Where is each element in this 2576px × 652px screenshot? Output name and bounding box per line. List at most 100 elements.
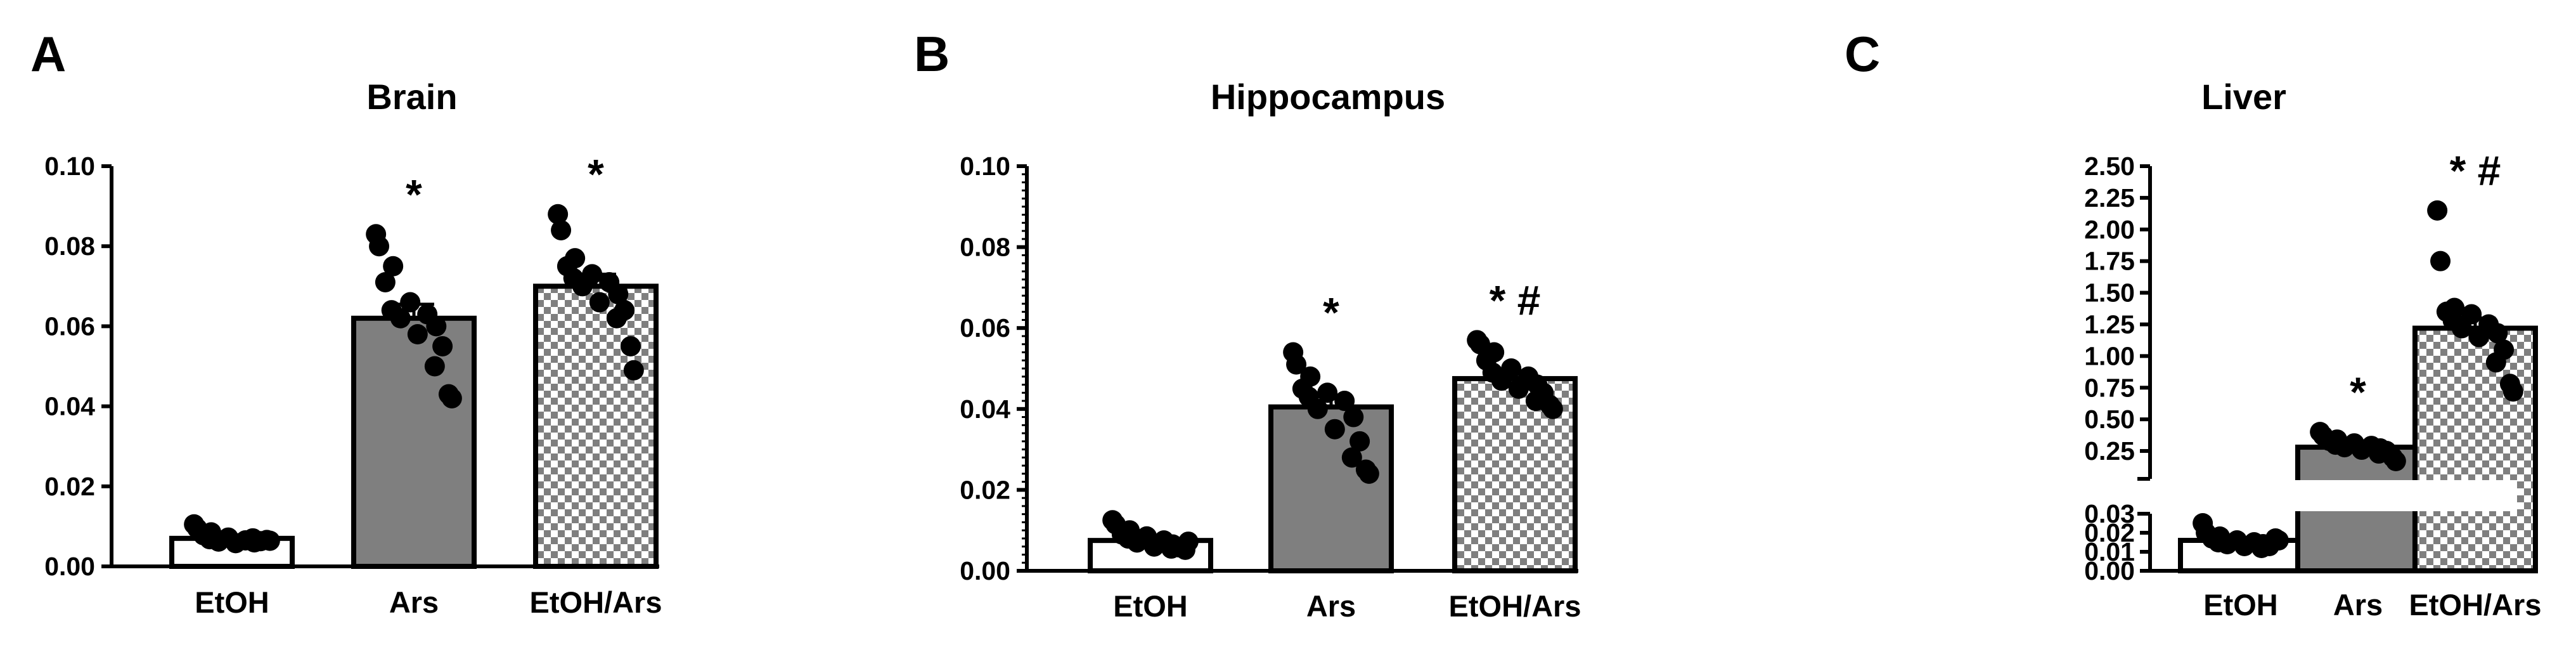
data-point [1341,447,1362,468]
data-point [589,292,610,313]
y-tick-label: 0.10 [44,152,95,181]
data-point [2351,440,2372,460]
x-tick-label: Ars [2333,588,2383,622]
significance-label: * [588,151,604,198]
y-tick-label: 0.02 [960,475,1010,504]
y-tick-label: 2.25 [2084,183,2135,212]
data-point [2487,323,2508,344]
data-point [424,356,445,377]
data-point [390,308,411,329]
significance-label: * [2350,368,2366,415]
data-point [572,276,593,297]
x-tick-label: EtOH [1113,589,1188,623]
y-tick-label: 0.02 [2084,518,2135,547]
data-point [551,219,572,240]
y-tick-label: 2.50 [2084,152,2135,181]
data-point [400,292,421,313]
chart-title-a: Brain [366,77,457,117]
significance-label: * [406,171,422,218]
y-tick-label: 0.06 [44,311,95,341]
x-tick-label: EtOH/Ars [1449,589,1581,623]
data-point [208,531,229,552]
y-tick-label: 0.04 [44,392,95,421]
plot-area-b: 0.00 0.02 0.04 0.06 0.08 0.10 EtOH Ars * EtOH/Ars… [960,152,1581,623]
y-tick-label: 0.10 [960,152,1010,181]
data-point [426,316,447,337]
bar-ars [351,315,477,569]
y-tick-label: 1.25 [2084,310,2135,339]
data-point [432,336,453,356]
y-tick-label: 0.00 [960,556,1010,585]
data-point [1126,532,1147,553]
y-tick-label: 1.00 [2084,341,2135,370]
data-point [441,388,462,408]
y-tick-label: 0.08 [44,231,95,261]
y-tick-label: 1.75 [2084,247,2135,276]
plot-area-a: 0.00 0.02 0.04 0.06 0.08 0.10 EtOH Ars * EtOH/Ars… [44,151,662,619]
data-point [2430,251,2451,271]
y-tick-label: 0.03 [2084,499,2135,528]
data-point [606,308,627,329]
plot-area-c: 0.000.010.020.03 0.250.50 0.75 1.001.251.50… [2084,147,2541,622]
data-point [369,236,390,257]
data-point [1358,463,1379,484]
data-point [1491,370,1512,391]
data-point [2234,536,2255,556]
data-point [383,256,404,277]
data-point [623,360,644,381]
data-point [2334,437,2355,458]
data-point [1334,391,1355,412]
x-tick-label: EtOH [2203,588,2278,622]
panel-b: B Hippocampus 0.00 0.02 0.04 0.06 0.08 0.10 Et… [914,26,1581,623]
x-tick-label: EtOH/Ars [530,585,662,619]
bar-etohars [533,284,659,569]
data-point [1343,407,1364,427]
chart-title-c: Liver [2201,77,2286,117]
data-point [1508,378,1529,399]
y-tick-label: 0.01 [2084,537,2135,566]
data-point [2485,352,2506,373]
x-tick-label: Ars [389,585,439,619]
x-tick-label: EtOH [195,585,269,619]
significance-label: * [1323,289,1339,336]
data-point [225,533,246,554]
data-point [2427,200,2448,221]
data-point [407,324,428,345]
data-point [1317,382,1338,403]
significance-label: * # [2450,147,2501,194]
significance-label: * # [1490,277,1541,323]
panel-a: A Brain 0.00 0.02 0.04 0.06 0.08 0.10 EtOH Ars *… [30,26,662,619]
data-point [620,336,641,356]
y-tick-label: 0.06 [960,313,1010,342]
data-point [2385,451,2406,472]
data-point [259,530,280,551]
data-point [2502,381,2523,402]
data-point [1307,398,1328,419]
panel-c: C Liver 0.000.010.020.03 0.250.50 0.75 1.00… [1845,26,2541,622]
data-point [1286,354,1307,375]
panel-letter-a: A [30,26,66,82]
y-tick-label: 0.02 [44,472,95,501]
bar-etohars [2412,325,2538,573]
data-point [2468,327,2489,348]
data-point [1349,431,1370,452]
y-tick-label: 0.00 [2084,556,2135,585]
data-point [375,271,396,292]
panel-letter-c: C [1845,26,1880,82]
panel-letter-b: B [914,26,950,82]
data-point [608,284,629,304]
data-point [1178,531,1199,552]
data-point [1143,536,1164,557]
y-tick-label: 0.04 [960,394,1010,424]
y-tick-label: 0.75 [2084,373,2135,402]
data-point [2451,318,2472,339]
data-point [1542,398,1563,419]
y-tick-label: 1.50 [2084,278,2135,308]
y-tick-label: 0.50 [2084,405,2135,434]
x-tick-label: Ars [1306,589,1356,623]
data-point [2217,534,2238,554]
axis-break-gap [2152,480,2517,511]
y-tick-label: 0.00 [44,552,95,581]
bar-ars [1268,404,1394,573]
